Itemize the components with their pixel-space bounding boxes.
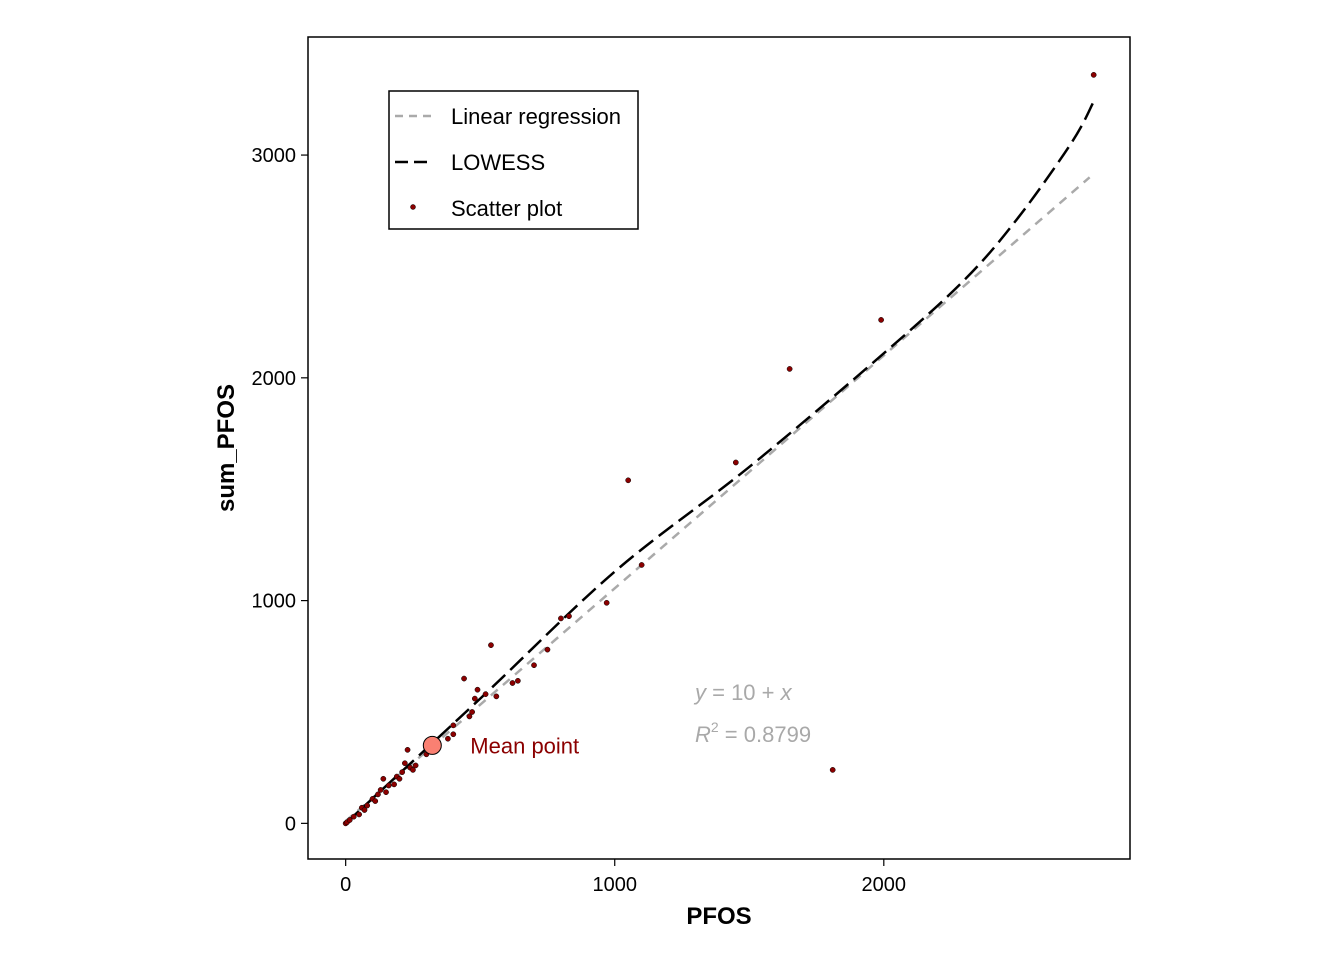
- scatter-point: [375, 791, 381, 798]
- scatter-point: [404, 746, 411, 753]
- scatter-point: [493, 693, 500, 700]
- scatter-point: [515, 677, 521, 684]
- r-squared-symbol: R: [695, 722, 711, 747]
- legend-key-scatter: [410, 204, 416, 210]
- scatter-point: [402, 760, 408, 767]
- scatter-point: [450, 722, 457, 729]
- equation-lhs: y: [693, 680, 708, 705]
- scatter-point: [372, 798, 379, 804]
- scatter-point: [364, 802, 371, 809]
- scatter-point: [396, 775, 403, 782]
- mean-point-group: Mean point: [422, 733, 579, 758]
- scatter-point: [461, 675, 467, 682]
- scatter-point: [509, 680, 516, 686]
- y-tick-label: 2000: [252, 368, 297, 390]
- r-squared-value: = 0.8799: [719, 722, 811, 747]
- lowess-line: [344, 101, 1095, 825]
- scatter-point: [383, 789, 389, 796]
- scatter-point: [391, 781, 397, 788]
- equation-rhs: = 10 +: [706, 680, 781, 705]
- x-tick-label: 1000: [592, 874, 637, 896]
- mean-point-label: Mean point: [470, 733, 579, 758]
- scatter-point: [445, 735, 451, 742]
- y-tick-label: 0: [285, 813, 296, 835]
- equation-var: x: [780, 680, 793, 705]
- scatter-point: [412, 762, 419, 769]
- scatter-point: [544, 646, 551, 653]
- scatter-point: [638, 562, 645, 568]
- regression-equation: y = 10 + x: [693, 680, 793, 705]
- scatter-point: [878, 317, 884, 323]
- scatter-point: [482, 691, 489, 698]
- r-squared-exponent: 2: [711, 719, 719, 735]
- scatter-point: [466, 713, 473, 720]
- scatter-point: [603, 599, 610, 606]
- y-tick-label: 1000: [252, 591, 297, 613]
- scatter-point: [829, 767, 836, 773]
- scatter-point: [558, 615, 564, 622]
- scatter-point: [471, 695, 478, 702]
- x-tick-label: 2000: [862, 874, 907, 896]
- legend: Linear regression LOWESS Scatter plot: [388, 90, 639, 230]
- scatter-point: [385, 782, 392, 789]
- legend-box: [388, 90, 639, 230]
- scatter-point: [531, 662, 537, 669]
- scatter-point: [566, 613, 572, 620]
- scatter-point: [786, 366, 793, 372]
- scatter-point: [361, 807, 368, 813]
- scatter-point: [1090, 72, 1097, 78]
- scatter-point: [469, 709, 475, 715]
- mean-point: [422, 735, 442, 755]
- scatter-point: [450, 731, 457, 738]
- legend-label-scatter: Scatter plot: [451, 196, 562, 221]
- scatter-point: [356, 811, 362, 818]
- scatter-points: [342, 72, 1097, 827]
- x-tick-label: 0: [340, 874, 351, 896]
- scatter-point: [346, 817, 353, 823]
- scatter-point: [380, 775, 387, 782]
- scatter-point: [474, 686, 481, 693]
- legend-label-linear: Linear regression: [451, 104, 621, 129]
- x-axis: 0 1000 2000: [340, 859, 906, 896]
- y-tick-label: 3000: [252, 145, 297, 167]
- scatter-point: [732, 459, 739, 466]
- scatter-point: [350, 813, 357, 820]
- x-axis-title: PFOS: [686, 903, 751, 930]
- scatter-point: [488, 642, 494, 648]
- r-squared-annotation: R2 = 0.8799: [695, 719, 811, 747]
- legend-label-lowess: LOWESS: [451, 150, 545, 175]
- scatter-point: [410, 767, 416, 773]
- y-axis-title: sum_PFOS: [213, 384, 240, 512]
- y-axis: 0 1000 2000 3000: [252, 145, 308, 835]
- scatter-point: [625, 477, 632, 484]
- scatter-point: [377, 787, 384, 793]
- scatter-point: [399, 769, 406, 775]
